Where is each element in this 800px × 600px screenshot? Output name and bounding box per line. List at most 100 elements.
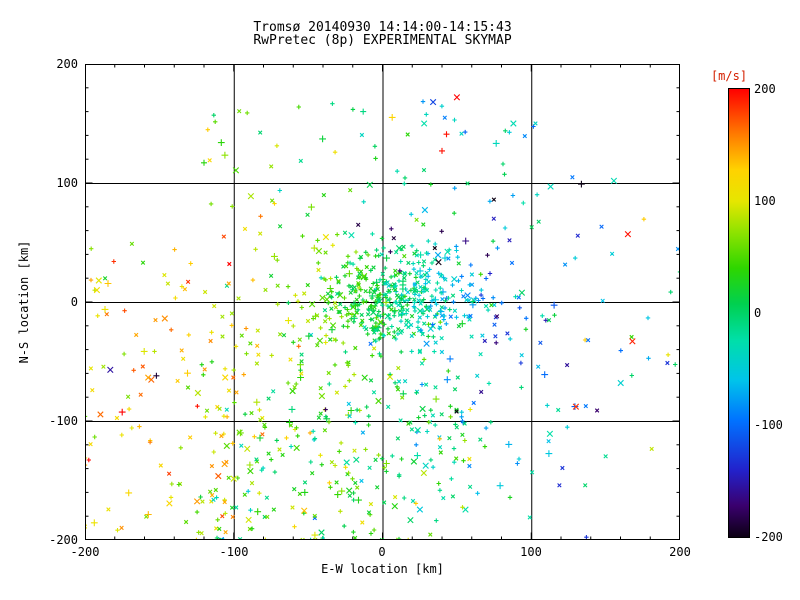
scatter-point: [395, 436, 401, 441]
scatter-point: [298, 368, 303, 373]
scatter-point: [88, 277, 94, 283]
scatter-point: [430, 413, 436, 418]
scatter-point: [204, 408, 210, 413]
scatter-point: [277, 224, 283, 229]
scatter-point: [429, 260, 435, 266]
scatter-point: [201, 159, 207, 166]
scatter-point: [186, 332, 191, 338]
scatter-point: [402, 275, 407, 281]
scatter-point: [288, 423, 294, 428]
scatter-point: [428, 532, 433, 537]
scatter-point: [353, 456, 360, 463]
scatter-point: [351, 490, 356, 496]
scatter-point: [227, 261, 232, 267]
scatter-point: [409, 427, 415, 432]
scatter-point: [334, 390, 340, 395]
scatter-point: [231, 367, 236, 373]
scatter-point: [521, 200, 526, 206]
scatter-point: [383, 265, 388, 271]
scatter-point: [546, 430, 554, 437]
scatter-point: [347, 378, 352, 383]
scatter-point: [256, 434, 264, 442]
scatter-point: [491, 197, 497, 202]
scatter-point: [341, 324, 346, 329]
scatter-point: [244, 351, 249, 356]
scatter-point: [363, 289, 368, 294]
scatter-point: [483, 303, 489, 309]
scatter-point: [507, 130, 512, 135]
scatter-point: [360, 430, 366, 435]
scatter-point: [452, 308, 458, 313]
scatter-point: [536, 364, 541, 369]
scatter-point: [249, 480, 255, 486]
scatter-point: [665, 360, 670, 366]
scatter-point: [414, 217, 419, 222]
colorbar: [728, 88, 750, 538]
scatter-point: [277, 447, 282, 452]
scatter-point: [393, 336, 399, 342]
scatter-point: [350, 314, 358, 322]
scatter-point: [429, 298, 435, 303]
scatter-point: [295, 433, 300, 439]
scatter-point: [371, 346, 377, 351]
scatter-point: [342, 273, 348, 278]
scatter-point: [194, 389, 202, 397]
scatter-point: [489, 302, 494, 308]
scatter-point: [450, 282, 455, 288]
scatter-point: [649, 446, 654, 452]
scatter-point: [102, 276, 108, 281]
scatter-point: [336, 309, 341, 315]
scatter-point: [411, 261, 416, 266]
scatter-point: [447, 436, 452, 441]
scatter-point: [316, 415, 322, 420]
scatter-point: [495, 245, 500, 251]
scatter-point: [137, 424, 142, 429]
scatter-point: [356, 222, 361, 227]
y-tick-label: -200: [49, 533, 78, 547]
scatter-point: [494, 314, 500, 319]
scatter-point: [354, 266, 359, 271]
scatter-point: [280, 452, 285, 458]
scatter-point: [524, 316, 529, 321]
scatter-point: [305, 212, 310, 217]
scatter-point: [545, 403, 550, 408]
scatter-point: [329, 306, 334, 311]
scatter-point: [392, 309, 397, 314]
scatter-point: [459, 274, 464, 279]
scatter-point: [392, 380, 398, 385]
scatter-point: [392, 494, 398, 500]
scatter-point: [245, 110, 250, 116]
scatter-point: [409, 349, 414, 354]
scatter-point: [459, 410, 464, 415]
scatter-point: [319, 135, 326, 143]
scatter-point: [140, 348, 148, 355]
scatter-point: [355, 485, 360, 490]
scatter-point: [478, 437, 483, 442]
scatter-point: [483, 425, 489, 431]
scatter-point: [421, 120, 428, 127]
scatter-point: [318, 275, 324, 280]
scatter-point: [211, 113, 216, 118]
scatter-point: [410, 458, 418, 465]
scatter-point: [172, 247, 177, 252]
scatter-point: [365, 331, 370, 337]
scatter-point: [382, 465, 387, 470]
scatter-point: [376, 299, 381, 304]
scatter-point: [406, 537, 411, 540]
scatter-point: [178, 445, 183, 450]
scatter-point: [426, 274, 431, 279]
scatter-point: [462, 237, 470, 245]
scatter-points-layer: [85, 94, 680, 540]
scatter-point: [209, 359, 215, 364]
scatter-point: [388, 274, 394, 280]
scatter-point: [446, 295, 451, 301]
scatter-point: [144, 514, 149, 519]
scatter-point: [308, 459, 313, 465]
scatter-point: [213, 487, 218, 493]
scatter-point: [220, 514, 225, 519]
scatter-point: [292, 486, 297, 492]
scatter-point: [344, 312, 349, 318]
scatter-point: [468, 313, 473, 319]
scatter-point: [420, 311, 426, 316]
scatter-point: [250, 277, 256, 283]
